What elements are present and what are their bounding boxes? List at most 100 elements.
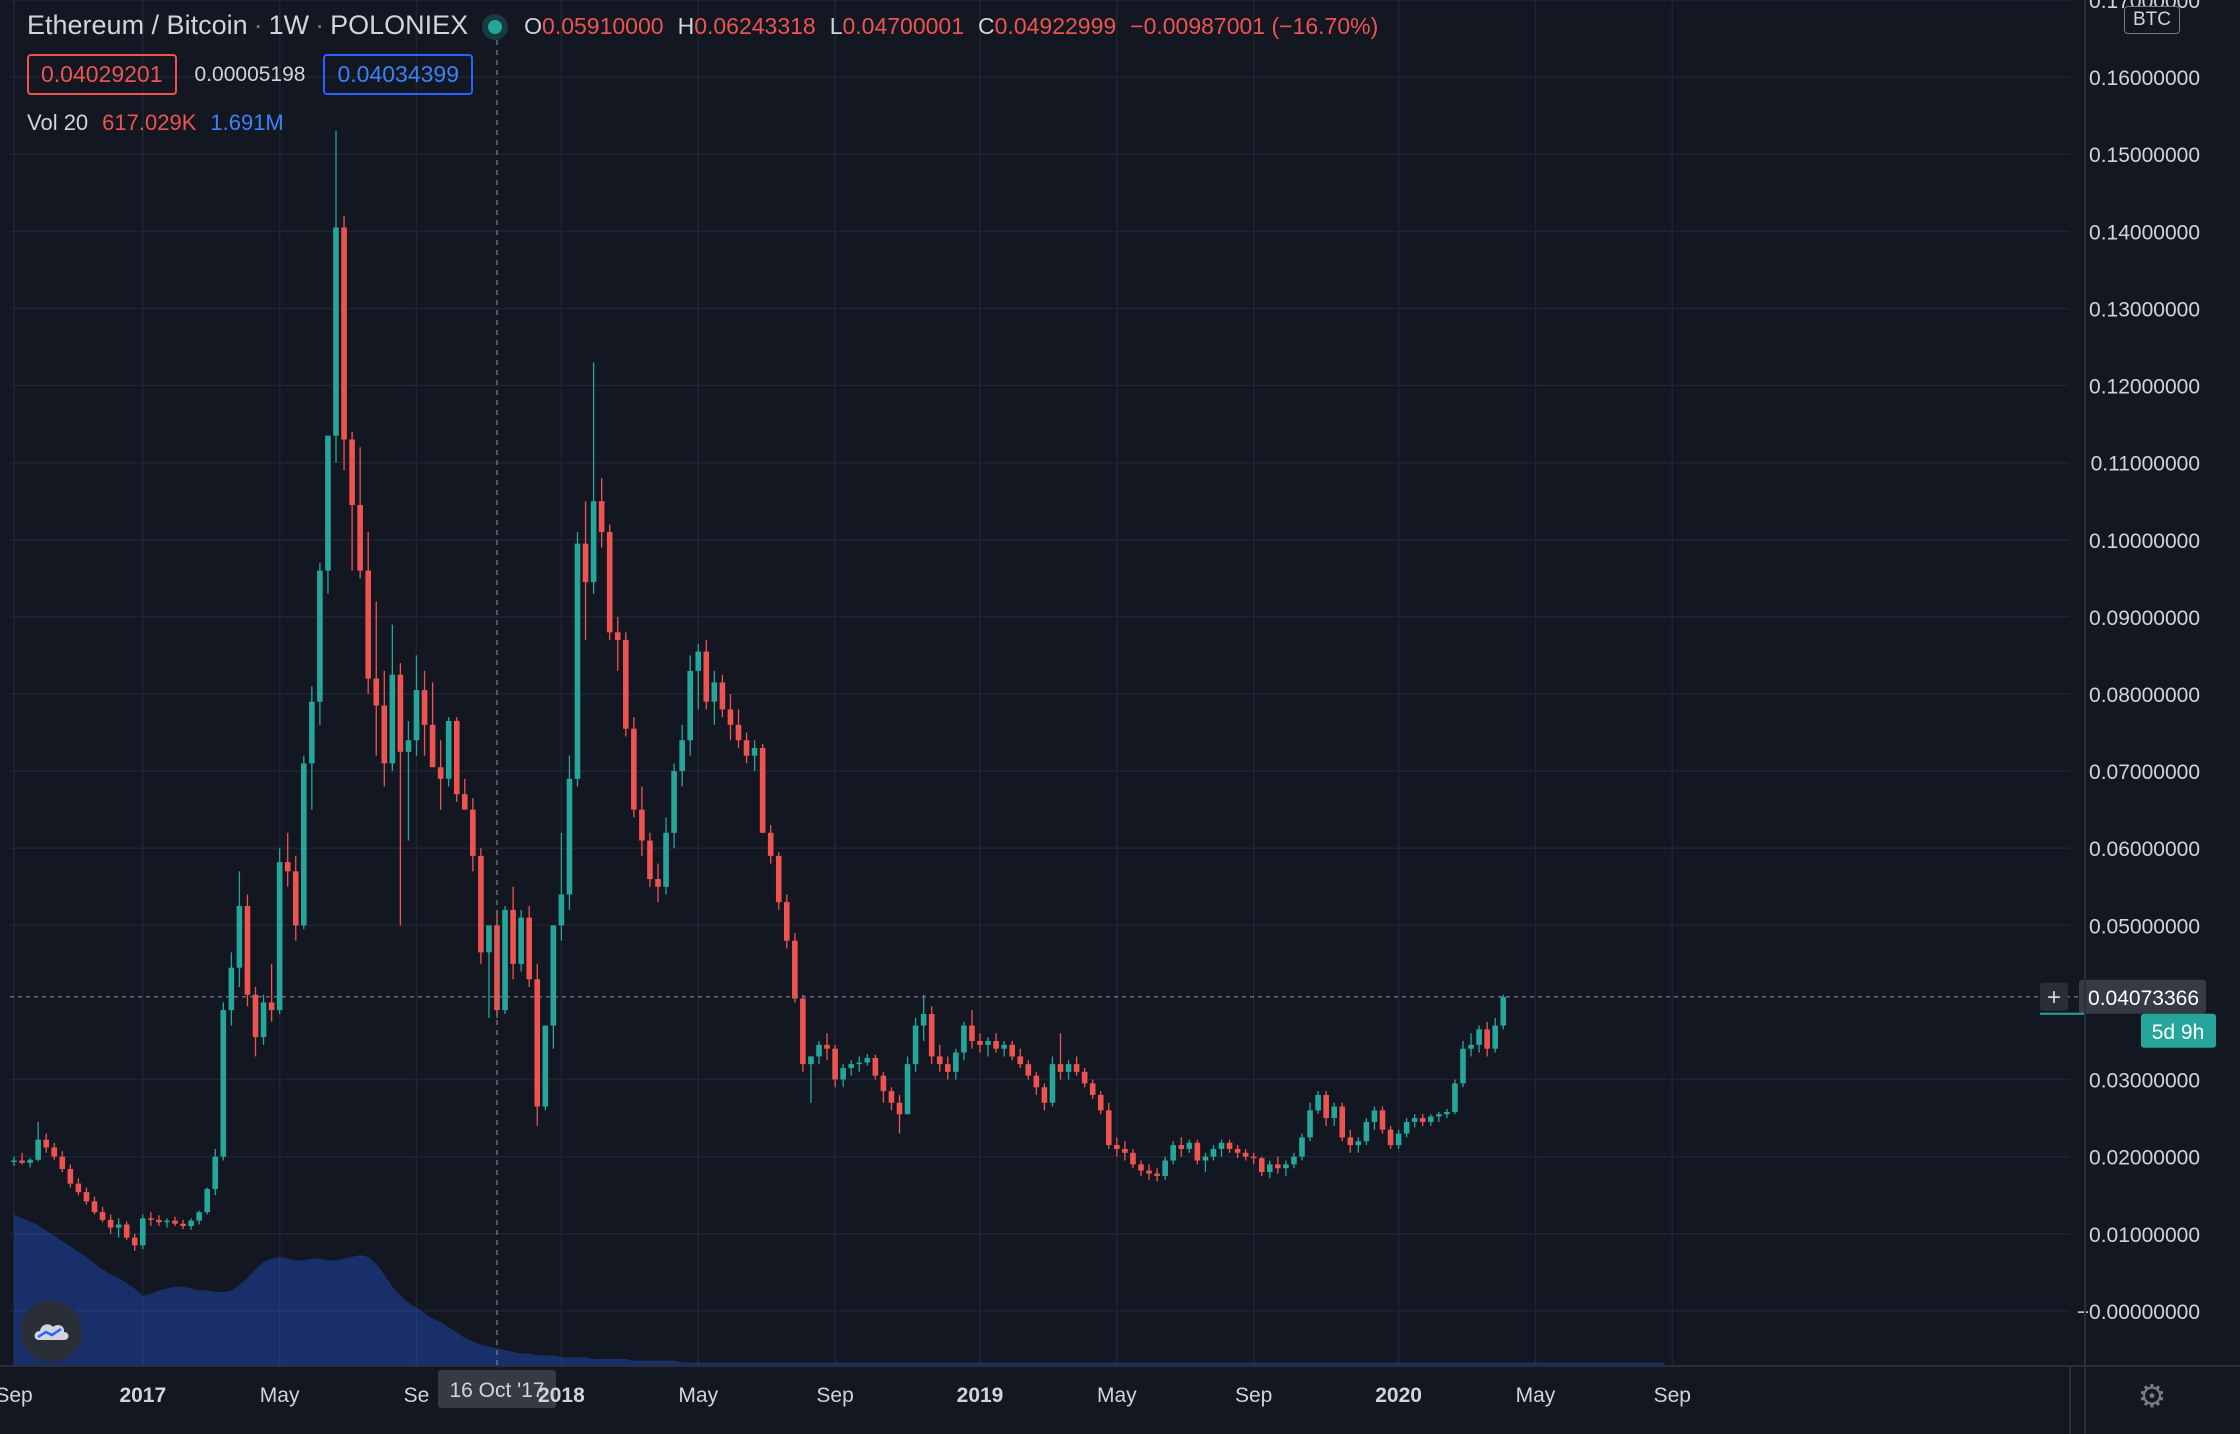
candle-body: [719, 682, 726, 710]
candle-body: [252, 994, 259, 1038]
buy-sell-panel: 0.04029201 0.00005198 0.04034399: [27, 54, 473, 95]
y-tick-label: 0.03000000: [2089, 1070, 2200, 1093]
candle-body: [1291, 1156, 1297, 1165]
candle-body: [928, 1013, 935, 1057]
candle-body: [123, 1224, 130, 1238]
candle-body: [1395, 1133, 1402, 1146]
candle-body: [1307, 1110, 1313, 1138]
candle-body: [1210, 1148, 1217, 1157]
volume-value: 617.029K: [102, 110, 197, 135]
gear-icon[interactable]: ⚙: [2137, 1378, 2167, 1414]
candle-body: [309, 701, 315, 764]
candle-body: [333, 227, 339, 436]
chart-overlays: 16 Oct '17 + 0.04073366 5d 9h: [10, 40, 2216, 1408]
candle-body: [1419, 1118, 1426, 1122]
y-tick-label: 0.07000000: [2089, 761, 2200, 784]
candle-body: [518, 917, 524, 964]
y-tick-label: 0.05000000: [2089, 915, 2200, 938]
candle-body: [1460, 1048, 1466, 1084]
candle-body: [1258, 1158, 1265, 1173]
candle-body: [864, 1057, 871, 1063]
tradingview-logo-icon[interactable]: [20, 1300, 82, 1362]
candle-body: [494, 925, 500, 1011]
plus-icon[interactable]: +: [2047, 984, 2061, 1011]
candle-body: [832, 1048, 838, 1080]
separator-dot: ·: [315, 10, 325, 40]
symbol-title[interactable]: Ethereum / Bitcoin: [27, 10, 248, 40]
candle-body: [1114, 1145, 1120, 1149]
x-tick-label: Sep: [1235, 1384, 1272, 1407]
candle-body: [1178, 1145, 1185, 1149]
candle-body: [1017, 1056, 1024, 1065]
x-tick-label: 2017: [119, 1384, 166, 1407]
candle-body: [1186, 1142, 1193, 1149]
candle-body: [647, 840, 653, 880]
candle-body: [148, 1218, 154, 1220]
exchange-label[interactable]: POLONIEX: [330, 10, 469, 40]
buy-price-button[interactable]: 0.04034399: [323, 54, 473, 95]
open-label: O: [524, 13, 543, 39]
candle-body: [1444, 1111, 1450, 1115]
candles: [11, 131, 1507, 1251]
symbol-legend[interactable]: Ethereum / Bitcoin · 1W · POLONIEX O0.0591000…: [27, 8, 1392, 42]
candle-body: [1299, 1137, 1305, 1157]
candle-body: [904, 1064, 911, 1115]
candle-body: [43, 1139, 49, 1148]
separator-dot: ·: [253, 10, 263, 40]
candle-body: [453, 720, 460, 795]
candle-body: [1057, 1064, 1064, 1072]
candle-body: [1138, 1164, 1144, 1171]
candle-body: [325, 435, 331, 571]
candle-body: [985, 1040, 991, 1045]
candle-body: [1170, 1145, 1176, 1161]
candle-body: [341, 227, 347, 440]
candle-body: [292, 871, 299, 926]
candle-body: [164, 1220, 170, 1223]
candle-body: [582, 543, 589, 583]
candle-body: [405, 740, 412, 752]
candle-body: [550, 925, 557, 1026]
low-value: 0.04700001: [842, 13, 965, 39]
sell-price-button[interactable]: 0.04029201: [27, 54, 177, 95]
candle-body: [1500, 997, 1507, 1026]
candle-body: [389, 674, 396, 764]
candle-body: [598, 501, 605, 533]
countdown-box: [2141, 1013, 2216, 1048]
candle-body: [1226, 1142, 1233, 1149]
candle-body: [244, 906, 251, 995]
candle-body: [751, 747, 758, 756]
candle-body: [1130, 1152, 1136, 1165]
volume-ma-area: [14, 1214, 1665, 1366]
candle-body: [397, 674, 404, 752]
candle-body: [1371, 1110, 1378, 1122]
candle-body: [993, 1040, 999, 1049]
candle-body: [268, 1002, 275, 1011]
candle-body: [1122, 1148, 1128, 1153]
candle-body: [614, 632, 621, 641]
candle-body: [284, 862, 291, 872]
candle-body: [35, 1139, 41, 1160]
ohlc-values: O0.05910000 H0.06243318 L0.04700001 C0.0492…: [524, 13, 1392, 39]
candle-body: [1097, 1094, 1104, 1111]
candle-body: [357, 505, 363, 571]
close-value: 0.04922999: [994, 13, 1117, 39]
y-tick-label: 0.12000000: [2089, 376, 2200, 399]
candle-body: [1065, 1064, 1072, 1072]
spread-value: 0.00005198: [194, 62, 306, 86]
candle-body: [1234, 1148, 1241, 1153]
candle-body: [1106, 1110, 1112, 1146]
candle-body: [727, 709, 734, 725]
candle-body: [687, 670, 693, 741]
candle-body: [107, 1219, 114, 1228]
y-tick-label: 0.16000000: [2089, 67, 2200, 90]
candle-body: [1403, 1121, 1410, 1134]
volume-legend[interactable]: Vol 20 617.029K 1.691M: [27, 110, 284, 136]
interval-label[interactable]: 1W: [268, 10, 310, 40]
currency-unit-button[interactable]: BTC: [2124, 6, 2180, 34]
x-tick-label: May: [260, 1384, 300, 1407]
add-alert-button[interactable]: [2040, 982, 2068, 1011]
y-tick-label: 0.13000000: [2089, 298, 2200, 321]
candle-body: [381, 705, 388, 764]
